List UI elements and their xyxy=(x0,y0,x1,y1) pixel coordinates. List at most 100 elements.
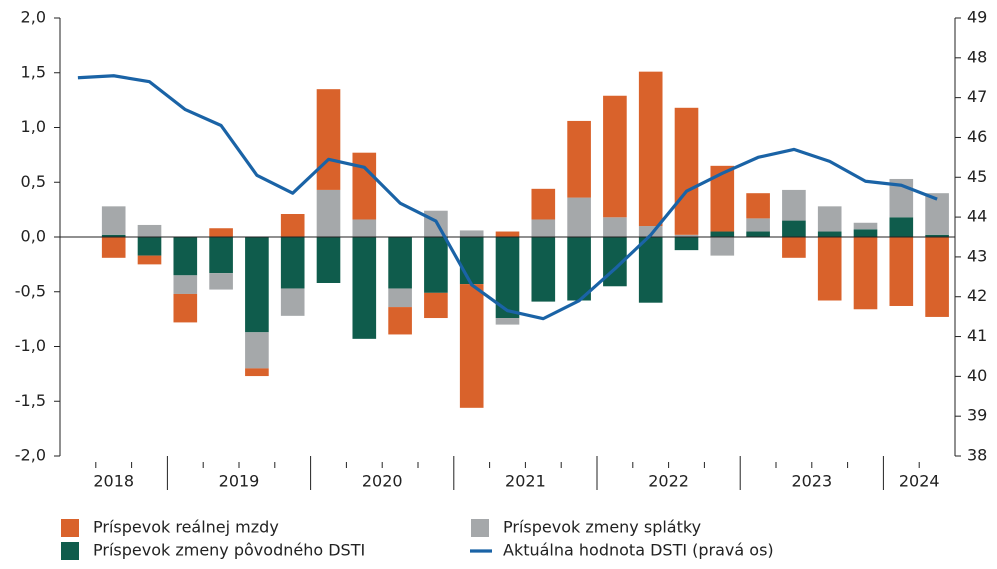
bar xyxy=(925,237,949,317)
bar xyxy=(173,237,198,276)
bar xyxy=(209,273,233,290)
y2-tick-label: 49 xyxy=(967,8,987,27)
bar xyxy=(710,237,735,256)
bar xyxy=(782,237,806,258)
bar xyxy=(245,368,269,377)
y2-tick-label: 42 xyxy=(967,286,987,305)
bar xyxy=(925,193,949,235)
y2-tick-label: 44 xyxy=(967,207,987,226)
bar xyxy=(316,189,341,237)
bar xyxy=(459,284,484,408)
legend-label: Príspevok zmeny pôvodného DSTI xyxy=(93,541,365,560)
year-label: 2022 xyxy=(648,472,689,491)
bar xyxy=(817,237,842,301)
year-label: 2019 xyxy=(219,472,260,491)
bar xyxy=(495,237,520,319)
bar xyxy=(567,197,591,237)
bar xyxy=(495,231,520,237)
bar xyxy=(817,206,842,232)
legend-swatch xyxy=(61,519,79,537)
year-label: 2018 xyxy=(93,472,134,491)
bar xyxy=(853,229,878,237)
y-tick-label: 2,0 xyxy=(21,8,46,27)
bar xyxy=(925,234,949,237)
line xyxy=(77,74,938,321)
bar xyxy=(567,120,591,198)
bar xyxy=(674,237,699,251)
bar xyxy=(101,206,126,235)
bar xyxy=(245,332,269,369)
bar xyxy=(137,224,162,237)
year-label: 2020 xyxy=(362,472,403,491)
bar xyxy=(638,237,663,303)
legend-swatch xyxy=(471,519,489,537)
bar xyxy=(495,318,520,325)
bar xyxy=(137,255,162,265)
y2-tick-label: 40 xyxy=(967,366,987,385)
bar xyxy=(746,193,770,219)
bar xyxy=(567,237,591,301)
bar xyxy=(352,237,377,339)
bar xyxy=(603,217,627,237)
bar xyxy=(638,71,663,227)
bar xyxy=(173,275,198,294)
y2-tick-label: 46 xyxy=(967,127,987,146)
bar xyxy=(280,214,305,237)
bar xyxy=(853,222,878,230)
year-label: 2021 xyxy=(505,472,546,491)
bar xyxy=(352,152,377,220)
year-label: 2023 xyxy=(791,472,832,491)
bar xyxy=(388,237,412,289)
legend-label: Aktuálna hodnota DSTI (pravá os) xyxy=(503,541,774,560)
bar xyxy=(531,237,556,302)
y-tick-label: -2,0 xyxy=(15,446,46,465)
bar xyxy=(101,234,126,237)
bar xyxy=(782,220,806,237)
y-tick-label: 0,5 xyxy=(21,172,46,191)
y-tick-label: -0,5 xyxy=(15,281,46,300)
bar xyxy=(388,307,412,335)
bar xyxy=(209,237,233,274)
bar xyxy=(531,219,556,237)
bar xyxy=(459,237,484,285)
bar xyxy=(280,288,305,316)
bar xyxy=(316,89,341,190)
bar xyxy=(710,165,735,232)
bar xyxy=(280,237,305,289)
bar xyxy=(710,231,735,237)
bar xyxy=(746,218,770,232)
y-tick-label: 1,0 xyxy=(21,117,46,136)
legend-label: Príspevok zmeny splátky xyxy=(503,518,701,537)
bar xyxy=(352,219,377,237)
bar xyxy=(603,95,627,218)
bar xyxy=(173,293,198,323)
y2-tick-label: 47 xyxy=(967,87,987,106)
bar xyxy=(889,217,914,237)
bar xyxy=(531,188,556,220)
bar xyxy=(137,237,162,256)
bar xyxy=(638,226,663,237)
bar xyxy=(853,237,878,310)
bar xyxy=(424,237,448,293)
y2-tick-label: 41 xyxy=(967,326,987,345)
y-tick-label: -1,0 xyxy=(15,336,46,355)
bar xyxy=(782,189,806,221)
y-tick-label: -1,5 xyxy=(15,391,46,410)
bar xyxy=(209,228,233,237)
y2-tick-label: 43 xyxy=(967,246,987,265)
legend-swatch xyxy=(61,542,79,560)
bar xyxy=(101,237,126,258)
bar xyxy=(817,231,842,237)
y-tick-label: 0,0 xyxy=(21,227,46,246)
bar xyxy=(459,230,484,237)
y-tick-label: 1,5 xyxy=(21,62,46,81)
y2-tick-label: 39 xyxy=(967,406,987,425)
y2-tick-label: 38 xyxy=(967,446,987,465)
bar xyxy=(245,237,269,333)
y2-tick-label: 48 xyxy=(967,47,987,66)
bar xyxy=(424,292,448,319)
bar xyxy=(388,288,412,308)
y2-tick-label: 45 xyxy=(967,167,987,186)
legend-label: Príspevok reálnej mzdy xyxy=(93,518,279,537)
